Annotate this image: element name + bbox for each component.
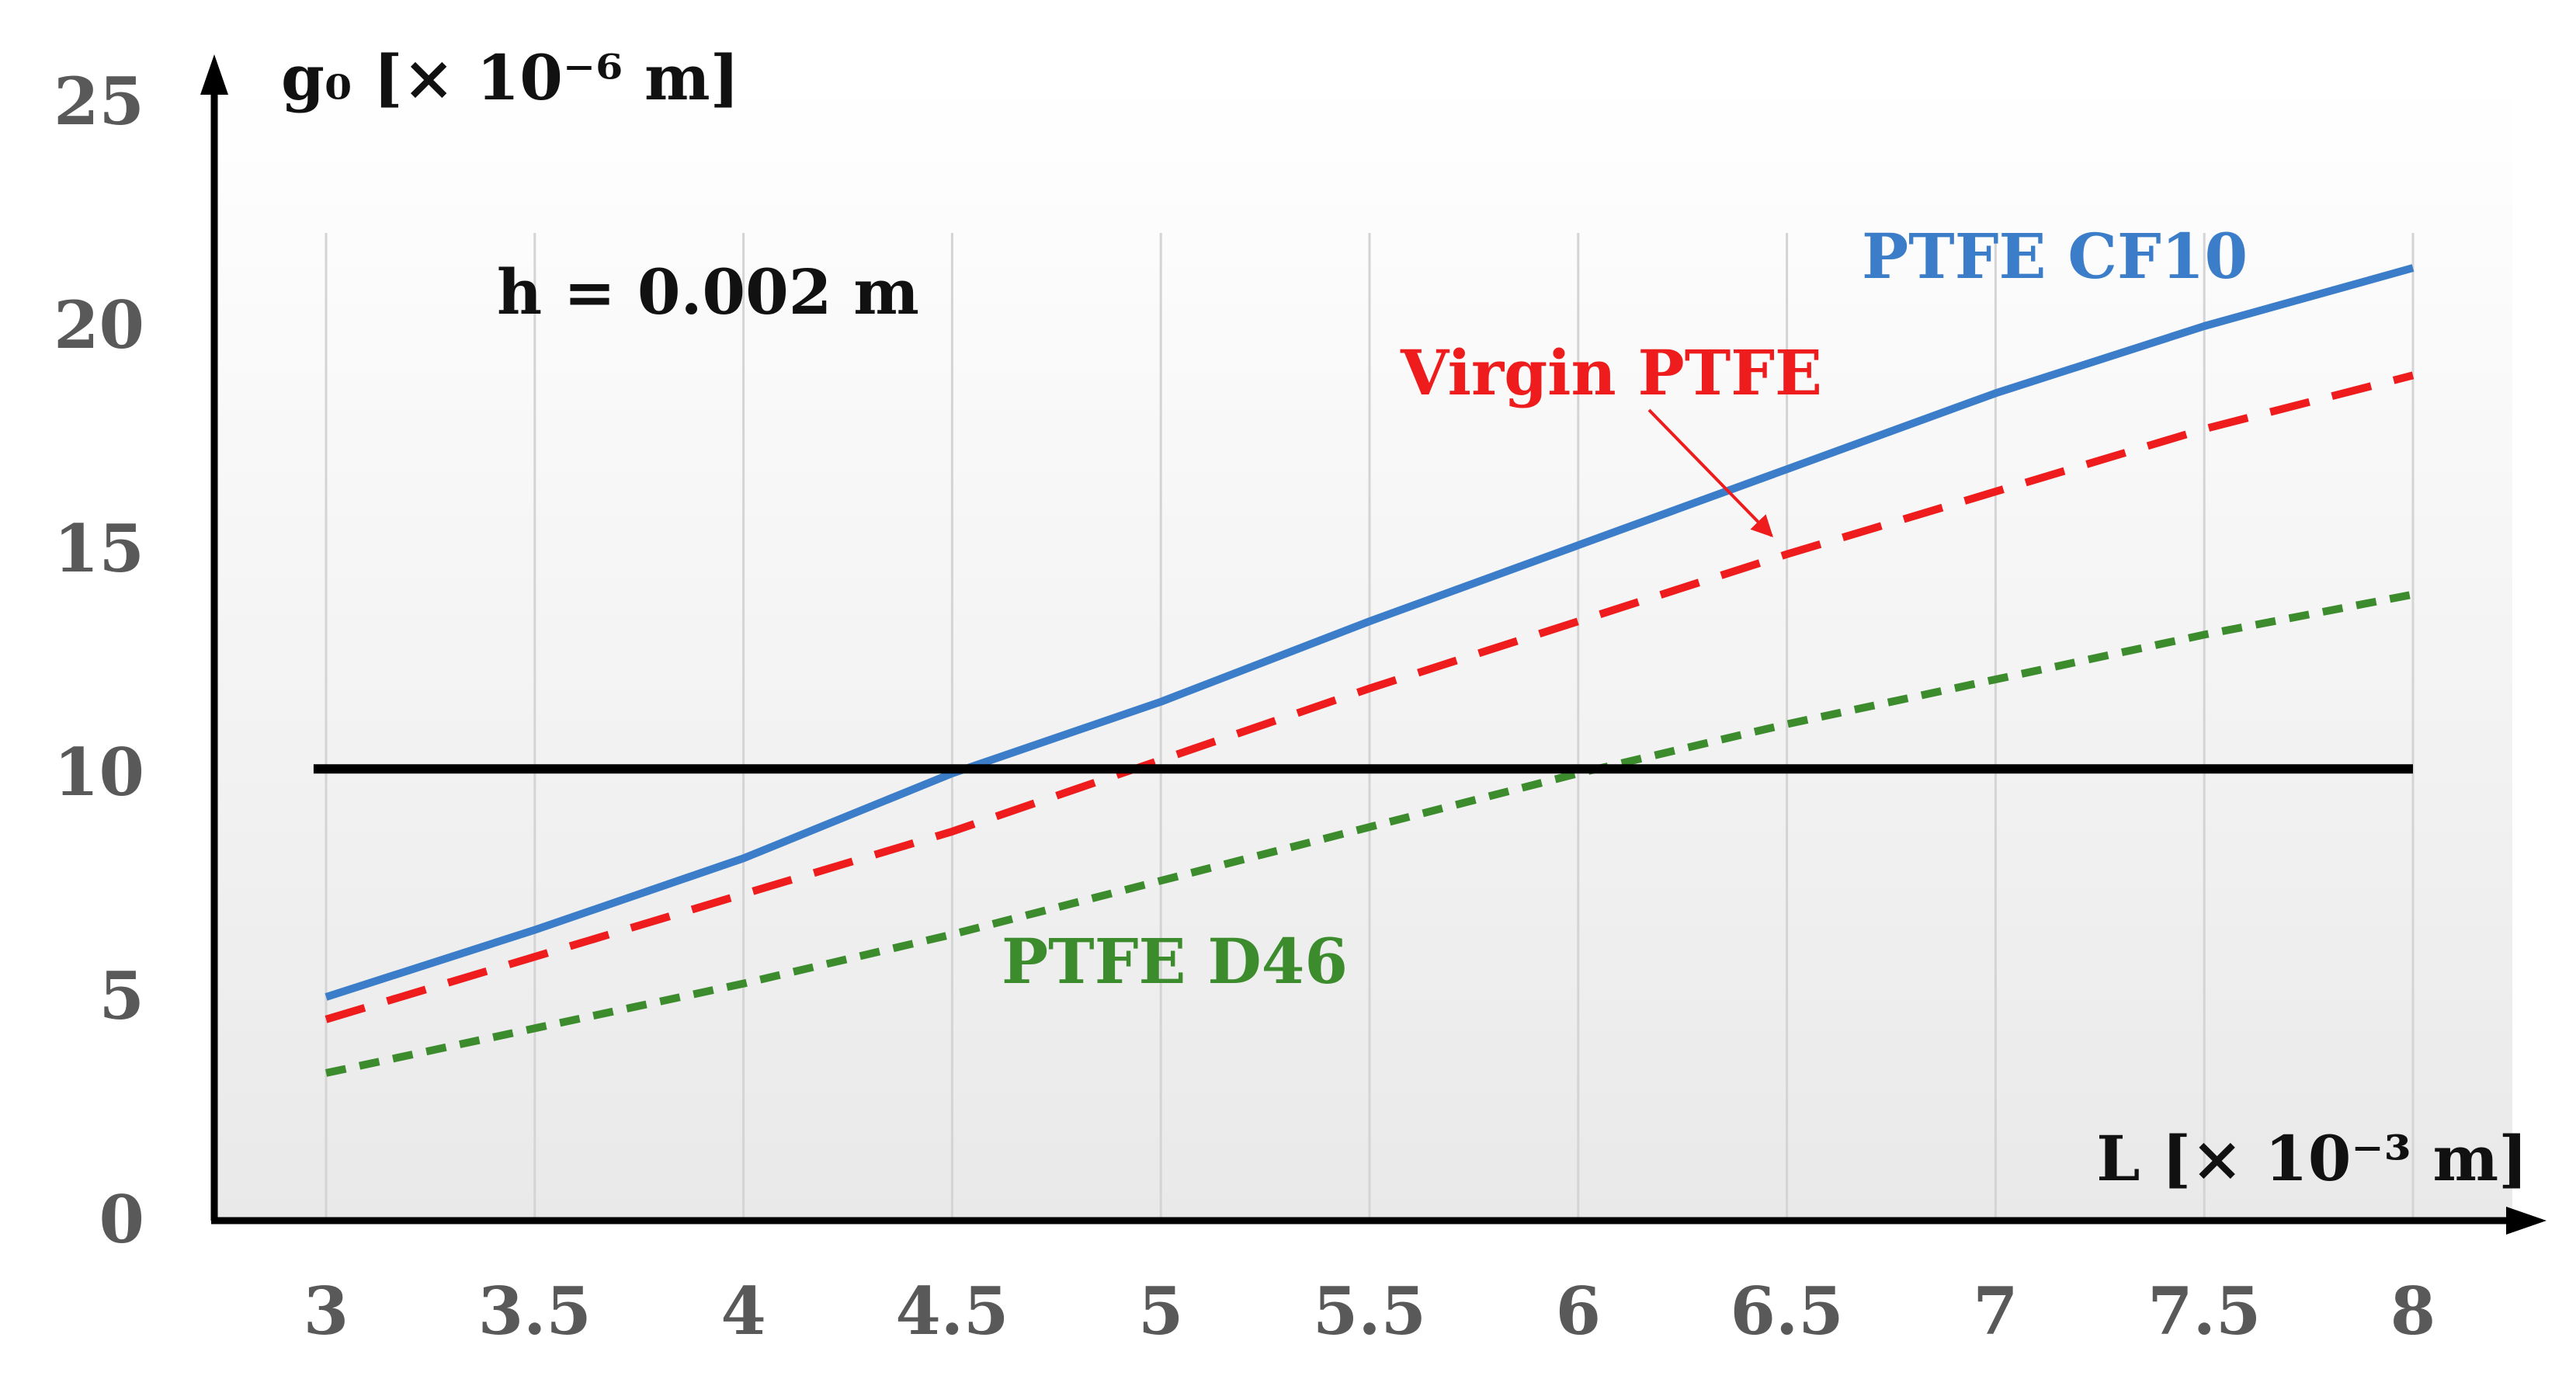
x-tick-label: 8 bbox=[2390, 1273, 2435, 1350]
y-tick-label: 15 bbox=[54, 510, 144, 587]
series-line-virgin-ptfe bbox=[325, 371, 2415, 1023]
y-axis-arrow bbox=[200, 54, 228, 95]
x-tick-label: 5.5 bbox=[1313, 1273, 1426, 1350]
y-tick-label: 5 bbox=[99, 957, 144, 1034]
label-ptfe-d46: PTFE D46 bbox=[1002, 925, 1348, 998]
series-line-ptfe-cf10 bbox=[325, 264, 2415, 1001]
x-tick-label: 4.5 bbox=[895, 1273, 1009, 1350]
condition-annotation: h = 0.002 m bbox=[497, 255, 919, 328]
virgin-ptfe-pointer-arrow bbox=[1647, 408, 1773, 538]
series-lines bbox=[313, 264, 2415, 1077]
label-ptfe-cf10: PTFE CF10 bbox=[1862, 220, 2248, 293]
x-tick-label: 6.5 bbox=[1731, 1273, 1844, 1350]
x-axis-arrow bbox=[2506, 1207, 2546, 1235]
x-tick-label: 7 bbox=[1973, 1273, 2018, 1350]
y-tick-labels: 0 5 10 15 20 25 bbox=[54, 63, 144, 1258]
x-tick-label: 4 bbox=[720, 1273, 766, 1350]
x-tick-label: 6 bbox=[1556, 1273, 1601, 1350]
y-tick-label: 10 bbox=[54, 734, 144, 811]
series-line-ptfe-d46 bbox=[325, 590, 2414, 1077]
x-tick-labels: 3 3.5 4 4.5 5 5.5 6 6.5 7 7.5 8 bbox=[304, 1273, 2435, 1350]
x-tick-label: 3.5 bbox=[478, 1273, 592, 1350]
y-axis-title: g₀ [× 10⁻⁶ m] bbox=[281, 41, 740, 114]
x-tick-label: 3 bbox=[304, 1273, 349, 1350]
y-tick-label: 25 bbox=[54, 63, 144, 140]
y-tick-label: 20 bbox=[54, 287, 144, 363]
x-axis-title: L [× 10⁻³ m] bbox=[2096, 1122, 2528, 1195]
y-tick-label: 0 bbox=[99, 1181, 144, 1258]
x-tick-label: 5 bbox=[1138, 1273, 1183, 1350]
x-tick-label: 7.5 bbox=[2147, 1273, 2261, 1350]
label-virgin-ptfe: Virgin PTFE bbox=[1400, 336, 1822, 409]
